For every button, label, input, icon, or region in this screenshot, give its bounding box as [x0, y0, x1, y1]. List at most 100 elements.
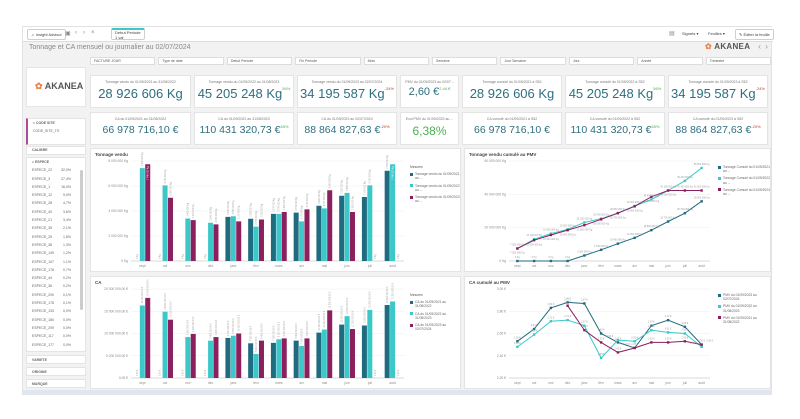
bar[interactable] [316, 332, 322, 378]
bar[interactable] [276, 339, 282, 378]
bar[interactable] [367, 309, 373, 378]
bar[interactable] [253, 226, 259, 261]
filter-code-site[interactable]: ⌕ CODE SITE CODE_SITE_TS [26, 118, 86, 145]
bar[interactable] [299, 345, 305, 378]
data-point[interactable] [566, 228, 569, 232]
filter-7[interactable]: Jour [568, 57, 635, 65]
filter-8[interactable]: Année [637, 57, 703, 65]
bar[interactable] [276, 213, 282, 261]
data-point[interactable] [633, 340, 636, 343]
legend-entry[interactable]: CA du 01/09/2021 au 31/08/2022 [410, 300, 460, 308]
data-point[interactable] [633, 346, 636, 350]
list-item[interactable]: ESPECE_176 0,7% [32, 267, 71, 272]
filter-calibre[interactable]: CALIBRE [26, 146, 86, 155]
bar[interactable] [304, 209, 310, 261]
data-point[interactable] [650, 328, 653, 332]
data-point[interactable] [516, 259, 519, 263]
list-item[interactable]: ESPECE_21 3,4% [32, 218, 71, 223]
data-point[interactable] [599, 218, 603, 221]
bar[interactable] [230, 216, 236, 261]
legend-entry[interactable]: Tonnage vendu du 01/09/2023 au ... [410, 195, 460, 203]
bar[interactable] [270, 342, 276, 378]
data-point[interactable] [683, 332, 687, 335]
bar[interactable] [384, 170, 390, 261]
list-item[interactable]: ESPECE_25 1,8% [32, 234, 71, 239]
bar[interactable] [185, 337, 191, 378]
data-point[interactable] [549, 320, 553, 323]
bar[interactable] [293, 340, 299, 378]
data-point[interactable] [583, 223, 586, 227]
insight-advisor-button[interactable]: ☼ Insight Advisor [27, 29, 66, 40]
data-point[interactable] [566, 318, 569, 322]
bar[interactable] [208, 222, 214, 261]
data-point[interactable] [583, 221, 586, 224]
bar[interactable] [367, 185, 373, 261]
bar[interactable] [384, 305, 390, 378]
bar[interactable] [145, 164, 151, 261]
bar[interactable] [145, 297, 151, 378]
list-item[interactable]: ESPECE_117 0,0% [32, 334, 71, 339]
data-point[interactable] [583, 328, 586, 332]
bar[interactable] [236, 333, 242, 379]
bar[interactable] [208, 340, 214, 378]
data-point[interactable] [566, 304, 569, 307]
edit-sheet-button[interactable]: ✎ Éditer la feuille [735, 29, 774, 40]
data-point[interactable] [566, 301, 569, 304]
data-point[interactable] [700, 200, 703, 203]
data-point[interactable] [633, 236, 636, 240]
bar[interactable] [281, 338, 287, 378]
list-item[interactable]: ESPECE_40 3,6% [32, 209, 71, 214]
bar[interactable] [344, 316, 350, 378]
bar[interactable] [230, 335, 236, 378]
bar[interactable] [167, 319, 173, 378]
bar[interactable] [139, 168, 145, 261]
filter-1[interactable]: Type de date [158, 57, 224, 65]
bar[interactable] [225, 216, 231, 261]
data-point[interactable] [583, 254, 586, 257]
bar[interactable] [349, 212, 355, 261]
clear-icon[interactable]: × [91, 30, 95, 36]
bar[interactable] [349, 329, 355, 378]
data-point[interactable] [683, 179, 687, 183]
bar[interactable] [339, 195, 345, 261]
data-point[interactable] [616, 211, 620, 215]
bookmarks-button[interactable]: Signets ▾ [679, 29, 702, 40]
data-point[interactable] [650, 324, 653, 327]
bar[interactable] [390, 301, 396, 378]
list-item[interactable]: ESPECE_107 1,1% [32, 259, 71, 264]
espece-scrollbar[interactable] [80, 170, 83, 310]
data-point[interactable] [650, 195, 653, 199]
bar[interactable] [390, 164, 396, 261]
data-point[interactable] [616, 351, 620, 354]
data-point[interactable] [683, 325, 687, 329]
filter-5[interactable]: Semaine [432, 57, 498, 65]
bar[interactable] [190, 220, 196, 261]
list-item[interactable]: ESPECE_133 0,0% [32, 309, 71, 314]
bar[interactable] [167, 197, 173, 261]
bar[interactable] [327, 190, 333, 261]
data-point[interactable] [700, 343, 703, 346]
data-point[interactable] [633, 205, 636, 208]
bar[interactable] [258, 340, 264, 378]
data-point[interactable] [666, 331, 670, 334]
bar[interactable] [293, 212, 299, 261]
list-item[interactable]: ESPECE_35 2,1% [32, 226, 71, 231]
bar[interactable] [270, 213, 276, 261]
data-point[interactable] [666, 341, 670, 344]
bar[interactable] [162, 185, 168, 261]
data-point[interactable] [599, 248, 603, 252]
next-sheet-icon[interactable]: › [765, 42, 769, 51]
legend-entry[interactable]: Tonnage Cumulé du 01/09/2021 au ... [718, 165, 770, 173]
prev-sheet-icon[interactable]: ‹ [758, 42, 762, 51]
list-item[interactable]: ESPECE_209 0,0% [32, 325, 71, 330]
filter-4[interactable]: Mois [363, 57, 430, 65]
bar[interactable] [339, 324, 345, 378]
data-point[interactable] [683, 211, 687, 215]
data-point[interactable] [616, 242, 620, 245]
data-point[interactable] [666, 189, 670, 192]
bar[interactable] [316, 205, 322, 261]
data-point[interactable] [700, 345, 703, 349]
data-point[interactable] [549, 233, 553, 237]
list-item[interactable]: ESPECE_180 0,0% [32, 317, 71, 322]
data-point[interactable] [683, 340, 687, 343]
